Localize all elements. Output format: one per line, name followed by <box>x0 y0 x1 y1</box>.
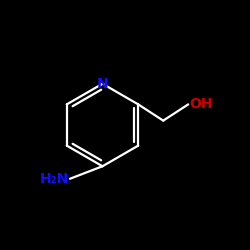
Text: H₂N: H₂N <box>40 172 69 186</box>
Text: OH: OH <box>190 97 213 112</box>
Text: N: N <box>97 77 108 91</box>
